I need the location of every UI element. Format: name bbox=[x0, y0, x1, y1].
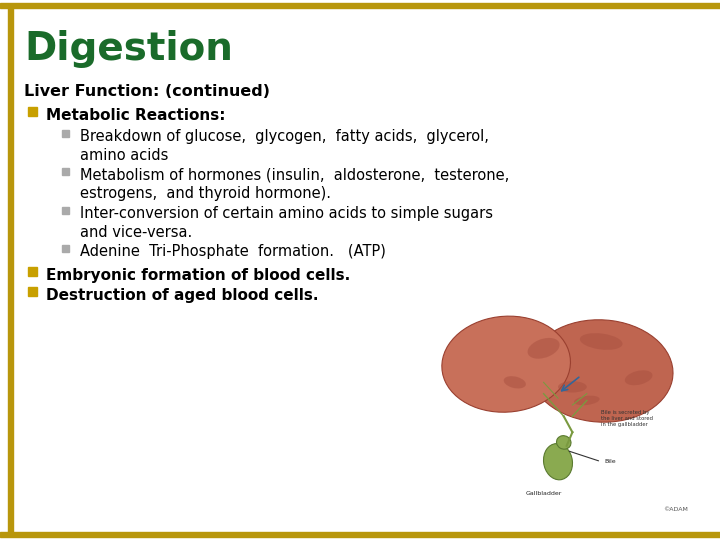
Text: Breakdown of glucose,  glycogen,  fatty acids,  glycerol,
amino acids: Breakdown of glucose, glycogen, fatty ac… bbox=[80, 129, 489, 163]
Bar bbox=[62, 130, 69, 137]
Text: Metabolism of hormones (insulin,  aldosterone,  testerone,
estrogens,  and thyro: Metabolism of hormones (insulin, aldoste… bbox=[80, 167, 509, 201]
Ellipse shape bbox=[558, 381, 587, 393]
Ellipse shape bbox=[574, 396, 600, 405]
Text: Destruction of aged blood cells.: Destruction of aged blood cells. bbox=[46, 288, 318, 303]
Bar bbox=[62, 245, 69, 252]
Ellipse shape bbox=[529, 320, 673, 422]
Bar bbox=[0, 3, 720, 8]
Bar bbox=[28, 267, 37, 276]
Ellipse shape bbox=[442, 316, 570, 412]
Bar bbox=[8, 8, 13, 532]
Bar bbox=[28, 107, 37, 116]
Bar bbox=[62, 168, 69, 175]
Ellipse shape bbox=[528, 338, 559, 359]
Ellipse shape bbox=[544, 443, 572, 480]
Text: Digestion: Digestion bbox=[24, 30, 233, 68]
Text: Bile is secreted by
the liver and stored
in the gallbladder: Bile is secreted by the liver and stored… bbox=[601, 409, 653, 427]
Ellipse shape bbox=[504, 376, 526, 388]
Ellipse shape bbox=[625, 370, 652, 385]
Ellipse shape bbox=[557, 436, 571, 449]
Bar bbox=[0, 532, 720, 537]
Ellipse shape bbox=[580, 333, 623, 350]
Bar bbox=[28, 287, 37, 296]
Text: Inter-conversion of certain amino acids to simple sugars
and vice-versa.: Inter-conversion of certain amino acids … bbox=[80, 206, 493, 240]
Text: ©ADAM: ©ADAM bbox=[662, 507, 688, 511]
Text: Adenine  Tri-Phosphate  formation.   (ATP): Adenine Tri-Phosphate formation. (ATP) bbox=[80, 244, 386, 259]
Text: Liver Function: (continued): Liver Function: (continued) bbox=[24, 84, 270, 99]
Text: Gallbladder: Gallbladder bbox=[526, 491, 562, 496]
Bar bbox=[62, 207, 69, 214]
Text: Embryonic formation of blood cells.: Embryonic formation of blood cells. bbox=[46, 268, 350, 283]
Text: Metabolic Reactions:: Metabolic Reactions: bbox=[46, 108, 225, 123]
Text: Bile: Bile bbox=[604, 459, 616, 464]
